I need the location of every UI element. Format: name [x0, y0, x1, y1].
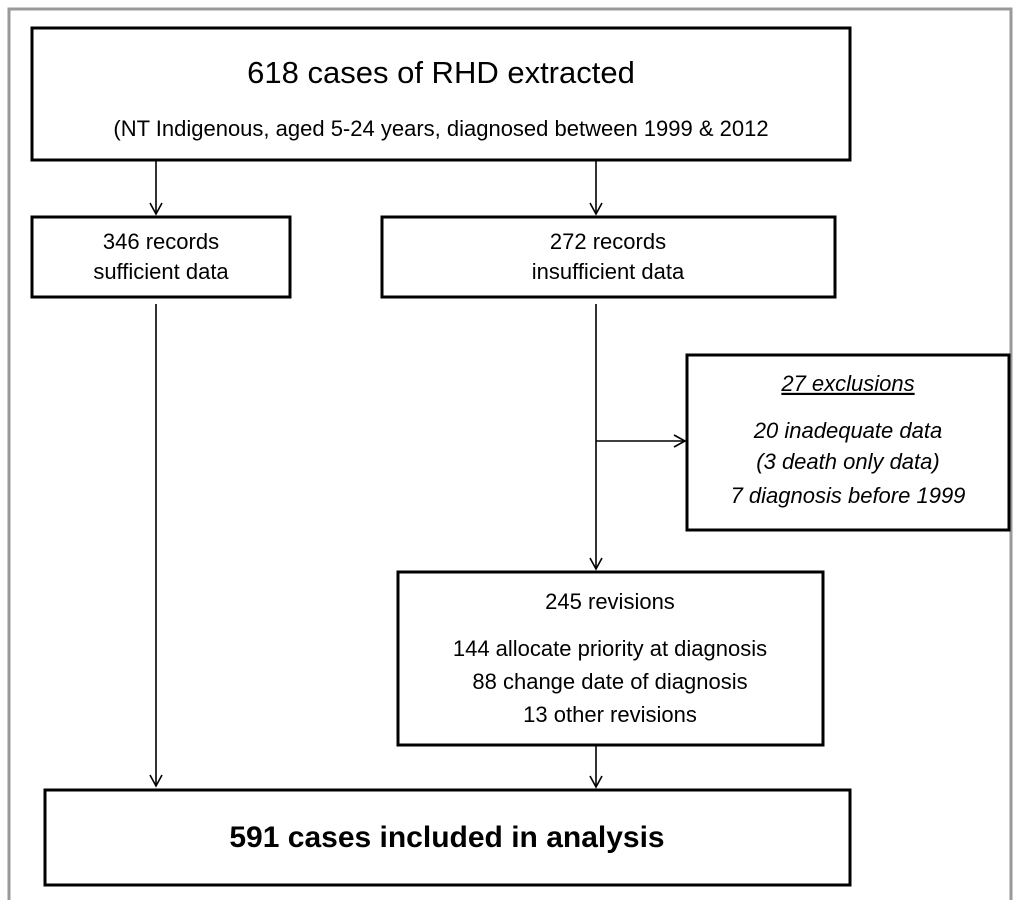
- frame: [7, 7, 1013, 905]
- node-text: sufficient data: [93, 259, 229, 284]
- node-text: 20 inadequate data: [753, 418, 942, 443]
- node-box: [380, 215, 837, 299]
- node-text: 272 records: [550, 229, 666, 254]
- node-text: (NT Indigenous, aged 5-24 years, diagnos…: [113, 116, 768, 141]
- node-box: [43, 788, 852, 887]
- node-text: 144 allocate priority at diagnosis: [453, 636, 767, 661]
- node-heading: 27 exclusions: [780, 371, 914, 396]
- node-text: 88 change date of diagnosis: [472, 669, 747, 694]
- node-text: insufficient data: [532, 259, 685, 284]
- node-box: [396, 570, 825, 747]
- node-title: 618 cases of RHD extracted: [247, 55, 635, 90]
- node-box: [30, 26, 852, 162]
- node-text: 346 records: [103, 229, 219, 254]
- node-text: 13 other revisions: [523, 702, 697, 727]
- node-box: [685, 353, 1011, 532]
- node-box: [30, 215, 292, 299]
- node-heading: 245 revisions: [545, 589, 675, 614]
- node-text: 7 diagnosis before 1999: [731, 483, 966, 508]
- node-text: (3 death only data): [756, 449, 939, 474]
- node-title: 591 cases included in analysis: [229, 821, 664, 854]
